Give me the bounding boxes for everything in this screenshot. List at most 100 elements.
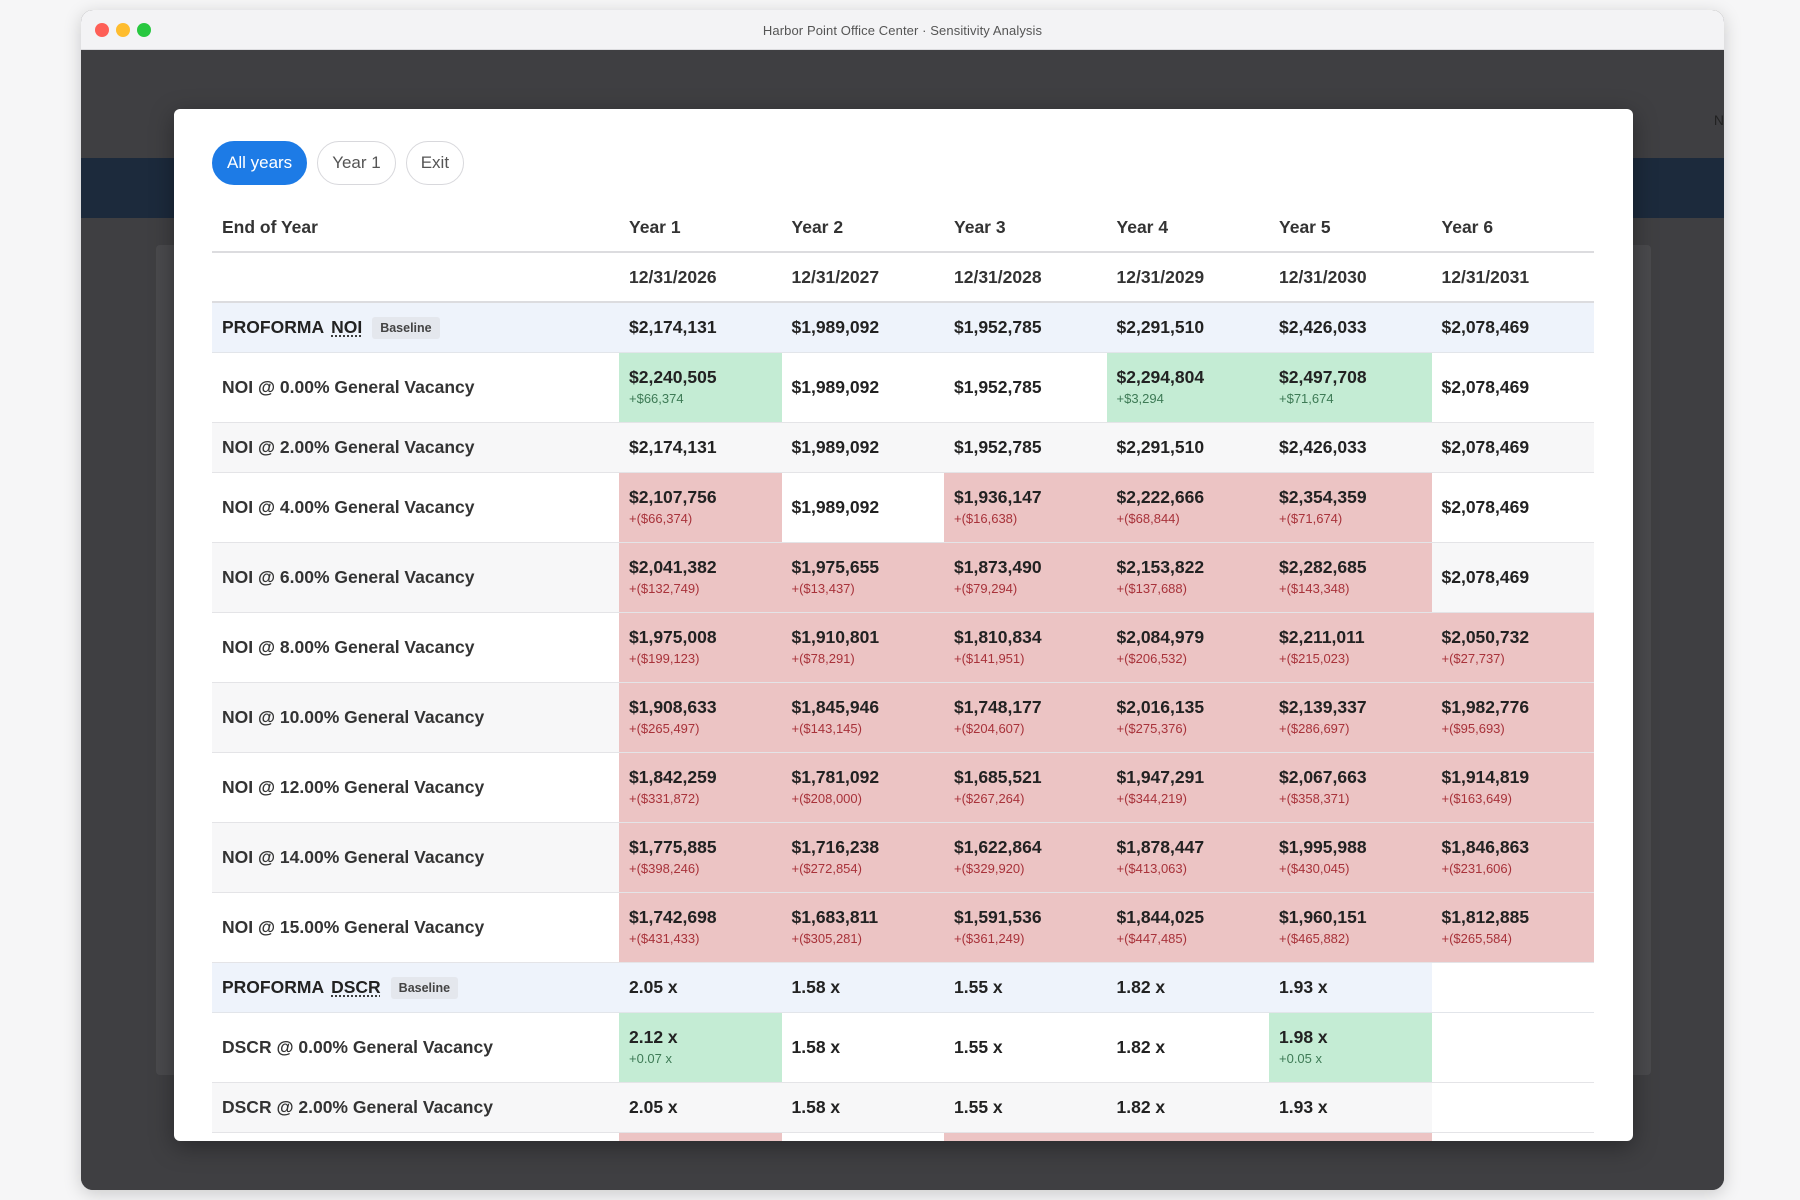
- dscr-value-cell: 1.82 x: [1107, 1013, 1270, 1082]
- cell-value: $2,497,708: [1279, 367, 1367, 388]
- noi-row-label: NOI @ 14.00% General Vacancy: [222, 847, 485, 867]
- noi-value-cell: $1,812,885 +($265,584): [1431, 893, 1594, 962]
- noi-table-row: NOI @ 4.00% General Vacancy $2,107,756 +($…: [212, 473, 1594, 543]
- dscr-row-label: DSCR @ 2.00% General Vacancy: [222, 1097, 493, 1117]
- dscr-value-cell: 2.12 x +0.07 x: [619, 1013, 782, 1082]
- noi-value-cell: $2,222,666 +($68,844): [1106, 473, 1269, 542]
- dscr-value-cell: 2.05 x: [619, 1083, 782, 1132]
- minimize-window-button[interactable]: [116, 23, 130, 37]
- cell-value: $1,844,025: [1116, 907, 1205, 928]
- cell-delta: +($267,264): [954, 791, 1025, 807]
- noi-value-cell: $1,622,864 +($329,920): [944, 823, 1107, 892]
- noi-baseline-row: PROFORMA NOI Baseline $2,174,131 $1,989,092 $…: [212, 303, 1594, 353]
- noi-value-cell: $2,497,708 +$71,674: [1269, 353, 1432, 422]
- cell-value: 1.58 x: [791, 1036, 841, 1057]
- cell-value: $1,846,863: [1441, 837, 1530, 858]
- noi-value-cell: $2,174,131: [619, 423, 782, 472]
- cell-delta: +($137,688): [1116, 581, 1187, 597]
- noi-value-cell: $1,910,801 +($78,291): [781, 613, 944, 682]
- cell-value: 2.12 x: [629, 1027, 678, 1048]
- dscr-abbreviation: DSCR: [331, 977, 381, 997]
- cell-delta: +($78,291): [791, 651, 855, 667]
- noi-value-cell: $2,041,382 +($132,749): [619, 543, 782, 612]
- noi-row-label: NOI @ 0.00% General Vacancy: [222, 377, 475, 397]
- dscr-value-cell: [619, 1133, 782, 1141]
- cell-delta: +($66,374): [629, 511, 693, 527]
- cell-value: $1,936,147: [954, 487, 1042, 508]
- dscr-table-row: DSCR @ 0.00% General Vacancy 2.12 x +0.07 …: [212, 1013, 1594, 1083]
- dscr-value-cell: [944, 1133, 1107, 1141]
- cell-delta: +($68,844): [1116, 511, 1180, 527]
- header-year-5: Year 5: [1279, 216, 1331, 237]
- header-year-3: Year 3: [954, 216, 1006, 237]
- noi-table-row: NOI @ 14.00% General Vacancy $1,775,885 +(…: [212, 823, 1594, 893]
- noi-table-row: NOI @ 10.00% General Vacancy $1,908,633 +(…: [212, 683, 1594, 753]
- noi-row-label: NOI @ 10.00% General Vacancy: [222, 707, 485, 727]
- cell-delta: +($71,674): [1279, 511, 1343, 527]
- date-year-4: 12/31/2029: [1116, 266, 1205, 287]
- cell-delta: +$66,374: [629, 391, 684, 407]
- cell-delta: +($413,063): [1116, 861, 1187, 877]
- filter-exit-button[interactable]: Exit: [405, 141, 465, 185]
- noi-value-cell: $2,067,663 +($358,371): [1269, 753, 1432, 822]
- cell-delta: +($199,123): [629, 651, 700, 667]
- cell-value: $1,960,151: [1279, 907, 1367, 928]
- filter-year-1-button[interactable]: Year 1: [317, 141, 396, 185]
- cell-value: $2,211,011: [1279, 627, 1365, 648]
- cell-value: $1,810,834: [954, 627, 1042, 648]
- noi-table-row: NOI @ 6.00% General Vacancy $2,041,382 +($…: [212, 543, 1594, 613]
- cell-value: $2,084,979: [1116, 627, 1205, 648]
- dscr-baseline-value: 1.58 x: [791, 977, 841, 997]
- dscr-value-cell: [1106, 1133, 1269, 1141]
- noi-baseline-label: PROFORMA NOI Baseline: [212, 303, 619, 352]
- dscr-value-cell: [1431, 1083, 1594, 1132]
- noi-value-cell: $2,291,510: [1107, 423, 1270, 472]
- header-end-of-year: End of Year: [222, 216, 318, 237]
- sensitivity-modal: All years Year 1 Exit End of Year Year 1…: [174, 109, 1633, 1141]
- cell-value: $1,716,238: [791, 837, 880, 858]
- zoom-window-button[interactable]: [137, 23, 151, 37]
- noi-value-cell: $2,084,979 +($206,532): [1106, 613, 1269, 682]
- cell-value: 1.55 x: [954, 1036, 1003, 1057]
- noi-value-cell: $1,989,092: [782, 423, 945, 472]
- cell-delta: +($206,532): [1116, 651, 1187, 667]
- cell-delta: +($361,249): [954, 931, 1025, 947]
- noi-value-cell: $1,995,988 +($430,045): [1269, 823, 1432, 892]
- cell-value: $1,975,008: [629, 627, 717, 648]
- noi-value-cell: $1,591,536 +($361,249): [944, 893, 1107, 962]
- noi-value-cell: $2,294,804 +$3,294: [1106, 353, 1269, 422]
- noi-value-cell: $2,354,359 +($71,674): [1269, 473, 1432, 542]
- filter-all-years-button[interactable]: All years: [212, 141, 308, 185]
- noi-value-cell: $1,975,655 +($13,437): [781, 543, 944, 612]
- noi-abbreviation: NOI: [331, 317, 363, 337]
- cell-delta: +($231,606): [1441, 861, 1512, 877]
- noi-value-cell: $2,050,732 +($27,737): [1431, 613, 1594, 682]
- cell-delta: +($331,872): [629, 791, 700, 807]
- noi-value-cell: $1,989,092: [782, 353, 945, 422]
- dscr-value-cell: 1.55 x: [944, 1083, 1107, 1132]
- noi-baseline-value: $2,426,033: [1279, 317, 1367, 337]
- date-row-label: [212, 253, 619, 301]
- dscr-value-cell: [1269, 1133, 1432, 1141]
- cell-value: 1.93 x: [1279, 1096, 1328, 1117]
- cell-value: $1,989,092: [791, 496, 880, 517]
- dscr-baseline-label: PROFORMA DSCR Baseline: [212, 963, 619, 1012]
- cell-delta: +($329,920): [954, 861, 1025, 877]
- year-filter-group: All years Year 1 Exit: [212, 141, 465, 185]
- noi-value-cell: $1,685,521 +($267,264): [944, 753, 1107, 822]
- dscr-row-label: [212, 1133, 619, 1141]
- cell-value: $2,426,033: [1279, 436, 1367, 457]
- cell-value: $1,781,092: [791, 767, 880, 788]
- noi-row-label: NOI @ 2.00% General Vacancy: [222, 437, 475, 457]
- cell-value: $2,050,732: [1441, 627, 1530, 648]
- cell-value: $1,812,885: [1441, 907, 1530, 928]
- close-window-button[interactable]: [95, 23, 109, 37]
- cell-delta: +($13,437): [791, 581, 855, 597]
- noi-value-cell: $1,742,698 +($431,433): [619, 893, 782, 962]
- dscr-baseline-value: 2.05 x: [629, 977, 678, 997]
- cell-delta: +($305,281): [791, 931, 862, 947]
- noi-value-cell: $2,078,469: [1432, 423, 1595, 472]
- baseline-prefix: PROFORMA: [222, 977, 325, 997]
- cell-delta: +$3,294: [1116, 391, 1164, 407]
- noi-row-label: NOI @ 12.00% General Vacancy: [222, 777, 485, 797]
